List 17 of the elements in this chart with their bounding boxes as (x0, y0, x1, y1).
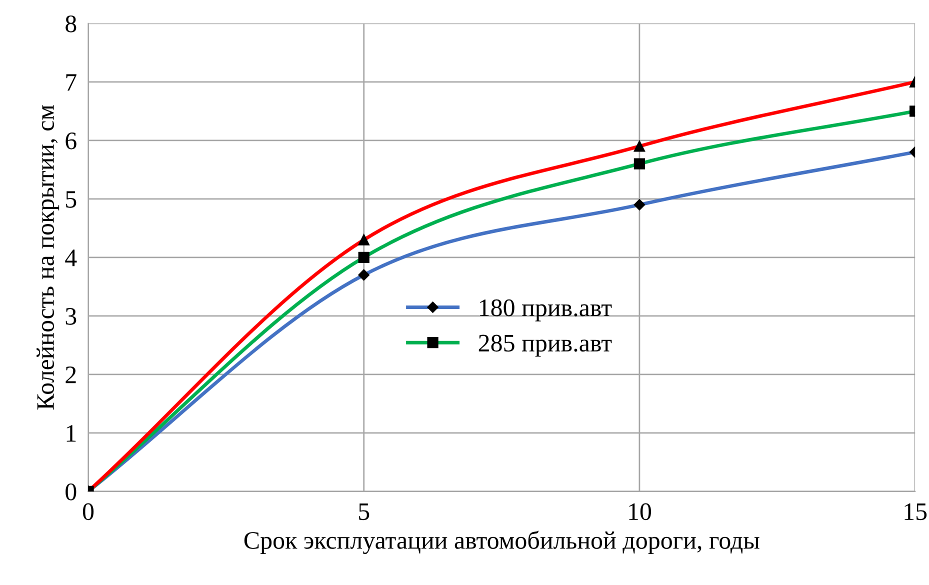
legend-label: 285 прив.авт (478, 334, 612, 357)
x-tick-label: 15 (904, 503, 927, 520)
y-tick-label: 3 (66, 308, 76, 325)
y-tick-label: 5 (66, 191, 76, 208)
x-axis-title: Срок эксплуатации автомобильной дороги, годы (244, 530, 760, 554)
y-tick-label: 2 (66, 366, 76, 384)
y-tick-label: 0 (66, 483, 76, 500)
y-tick-label: 7 (66, 74, 76, 91)
y-tick-label: 8 (66, 15, 76, 32)
y-tick-label: 4 (65, 250, 77, 266)
y-tick-label: 6 (66, 132, 76, 150)
y-axis-title: Колейность на покрытии, см (36, 105, 60, 410)
x-tick-label: 5 (359, 503, 370, 520)
y-tick-label: 1 (66, 425, 76, 442)
legend-label: 180 прив.авт (480, 299, 612, 322)
x-tick-label: 10 (629, 503, 652, 520)
x-tick-label: 0 (82, 503, 94, 520)
